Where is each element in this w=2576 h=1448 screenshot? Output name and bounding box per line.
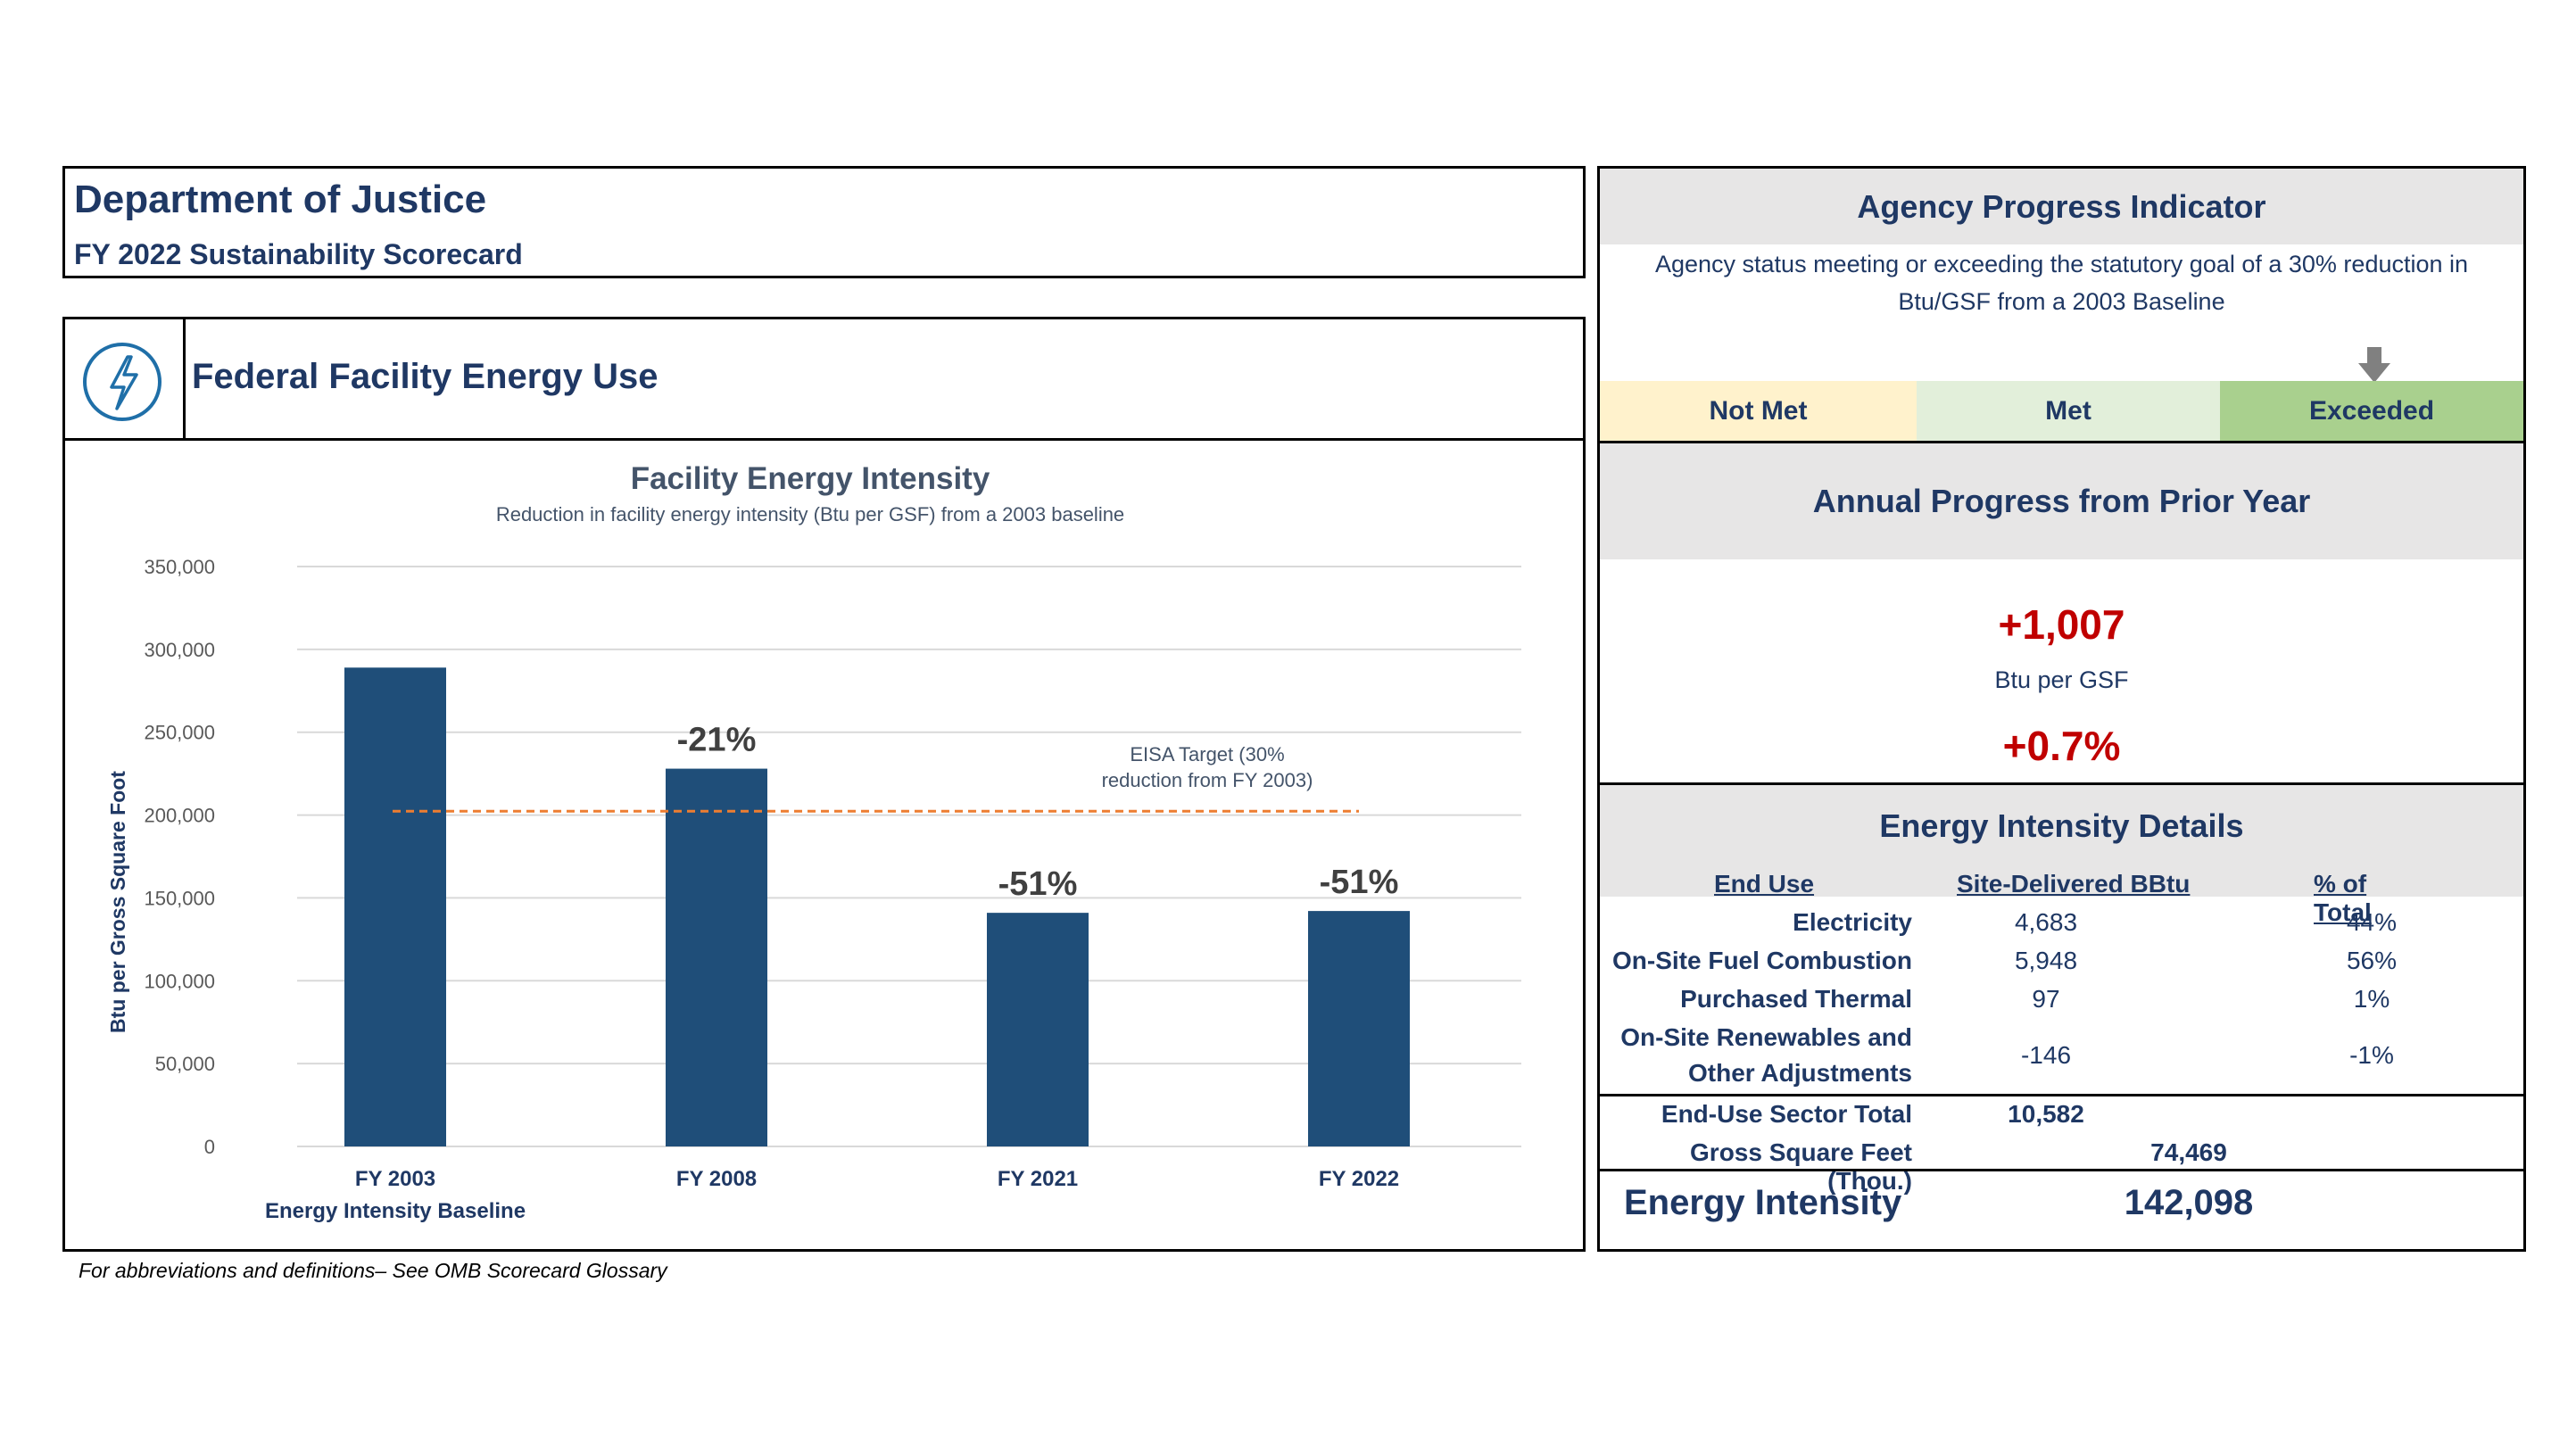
y-tick-label: 50,000 xyxy=(155,1053,215,1075)
x-tick-label: FY 2021 xyxy=(998,1167,1078,1191)
level-not-met: Not Met xyxy=(1600,381,1917,442)
annual-change-unit: Btu per GSF xyxy=(1994,666,2129,693)
section-header: Federal Facility Energy Use xyxy=(62,317,1586,441)
gsf-value: 74,469 xyxy=(2150,1138,2227,1166)
bar-fy-2003 xyxy=(344,667,446,1146)
row-bbtu-purchased-thermal: 97 xyxy=(2032,985,2060,1013)
chart-subtitle: Reduction in facility energy intensity (… xyxy=(496,503,1124,525)
scorecard-subtitle: FY 2022 Sustainability Scorecard xyxy=(74,238,523,270)
sector-total-label: End-Use Sector Total xyxy=(1661,1100,1912,1128)
bar-fy-2022 xyxy=(1308,911,1410,1146)
level-exceeded: Exceeded xyxy=(2220,381,2523,442)
x-tick-label: FY 2008 xyxy=(676,1167,757,1191)
target-layer: EISA Target (30% reduction from FY 2003) xyxy=(393,743,1359,813)
energy-intensity-value: 142,098 xyxy=(2124,1183,2254,1222)
sector-total-value: 10,582 xyxy=(2008,1100,2084,1128)
chart-panel: Facility Energy Intensity Reduction in f… xyxy=(62,438,1586,1252)
bar-fy-2008 xyxy=(666,768,767,1146)
level-met: Met xyxy=(1917,381,2220,442)
progress-scale: Not Met Met Exceeded xyxy=(1600,381,2523,442)
row-pct-purchased-thermal: 1% xyxy=(2353,985,2390,1013)
divider xyxy=(1600,1169,2523,1171)
arrow-down-icon xyxy=(2358,347,2390,383)
y-tick-label: 150,000 xyxy=(144,887,215,909)
row-label-electricity: Electricity xyxy=(1793,908,1912,936)
details-header: Energy Intensity Details xyxy=(1600,785,2523,897)
title-panel: Department of Justice FY 2022 Sustainabi… xyxy=(62,166,1586,278)
label-layer: 350,000 300,000 250,000 200,000 150,000 100,0… xyxy=(144,556,1399,1223)
row-pct-electricity: 44% xyxy=(2346,908,2398,936)
y-tick-label: 200,000 xyxy=(144,805,215,827)
divider xyxy=(1600,1094,2523,1096)
department-title: Department of Justice xyxy=(74,178,487,221)
gsf-label: Gross Square Feet (Thou.) xyxy=(1690,1138,1912,1195)
energy-intensity-chart: Facility Energy Intensity Reduction in f… xyxy=(106,461,1521,1223)
x-tick-label: FY 2022 xyxy=(1319,1167,1399,1191)
footnote: For abbreviations and definitions– See O… xyxy=(79,1259,667,1282)
y-tick-label: 100,000 xyxy=(144,970,215,992)
row-bbtu-renewables: -146 xyxy=(2020,1041,2072,1069)
progress-indicator-title: Agency Progress Indicator xyxy=(1857,188,2266,225)
details-title: Energy Intensity Details xyxy=(1879,807,2244,844)
energy-intensity-label: Energy Intensity xyxy=(1624,1183,1902,1222)
section-icon-cell xyxy=(65,319,186,438)
progress-description-line1: Agency status meeting or exceeding the s… xyxy=(1654,251,2469,277)
y-tick-label: 350,000 xyxy=(144,556,215,578)
row-bbtu-electricity: 4,683 xyxy=(1957,908,2135,937)
row-pct-renewables: -1% xyxy=(2349,1041,2394,1069)
x-tick-sublabel: Energy Intensity Baseline xyxy=(265,1199,526,1223)
y-tick-label: 300,000 xyxy=(144,639,215,661)
section-title: Federal Facility Energy Use xyxy=(192,357,658,396)
annual-progress-title: Annual Progress from Prior Year xyxy=(1812,483,2311,519)
progress-description: Agency status meeting or exceeding the s… xyxy=(1600,244,2523,343)
y-axis-label: Btu per Gross Square Foot xyxy=(106,771,129,1033)
target-label-line2: reduction from FY 2003) xyxy=(1102,769,1313,791)
row-label-renewables-line2: Other Adjustments xyxy=(1688,1059,1912,1087)
x-tick-label: FY 2003 xyxy=(355,1167,435,1191)
data-label: -51% xyxy=(998,865,1078,903)
row-bbtu-fuel-combustion: 5,948 xyxy=(2014,947,2078,974)
row-label-purchased-thermal: Purchased Thermal xyxy=(1680,985,1912,1013)
divider xyxy=(1600,441,2523,443)
column-header-pct: % of Total xyxy=(2314,870,2372,926)
annual-change-percent: +0.7% xyxy=(2002,723,2121,769)
row-pct-fuel-combustion: 56% xyxy=(2346,947,2398,974)
row-label-renewables-line1: On-Site Renewables and xyxy=(1620,1023,1912,1051)
grid-layer xyxy=(297,566,1521,1147)
right-panel: Agency Progress Indicator Agency status … xyxy=(1597,166,2526,1252)
lightning-icon xyxy=(83,343,162,421)
bar-fy-2021 xyxy=(987,913,1089,1146)
progress-indicator-header: Agency Progress Indicator xyxy=(1600,169,2523,244)
annual-progress-header: Annual Progress from Prior Year xyxy=(1600,443,2523,559)
row-label-fuel-combustion: On-Site Fuel Combustion xyxy=(1612,947,1912,974)
chart-title: Facility Energy Intensity xyxy=(631,461,990,496)
progress-description-line2: Btu/GSF from a 2003 Baseline xyxy=(1898,288,2225,315)
data-label: -21% xyxy=(677,722,757,759)
y-tick-label: 250,000 xyxy=(144,722,215,744)
target-label-line1: EISA Target (30% xyxy=(1130,743,1284,765)
y-tick-label: 0 xyxy=(204,1136,215,1158)
annual-change-value: +1,007 xyxy=(1998,601,2125,648)
bar-layer xyxy=(344,667,1410,1146)
column-header-bbtu: Site-Delivered BBtu xyxy=(1957,870,2191,898)
column-header-end-use: End Use xyxy=(1714,870,1815,898)
data-label: -51% xyxy=(1320,864,1399,901)
divider xyxy=(1600,782,2523,785)
